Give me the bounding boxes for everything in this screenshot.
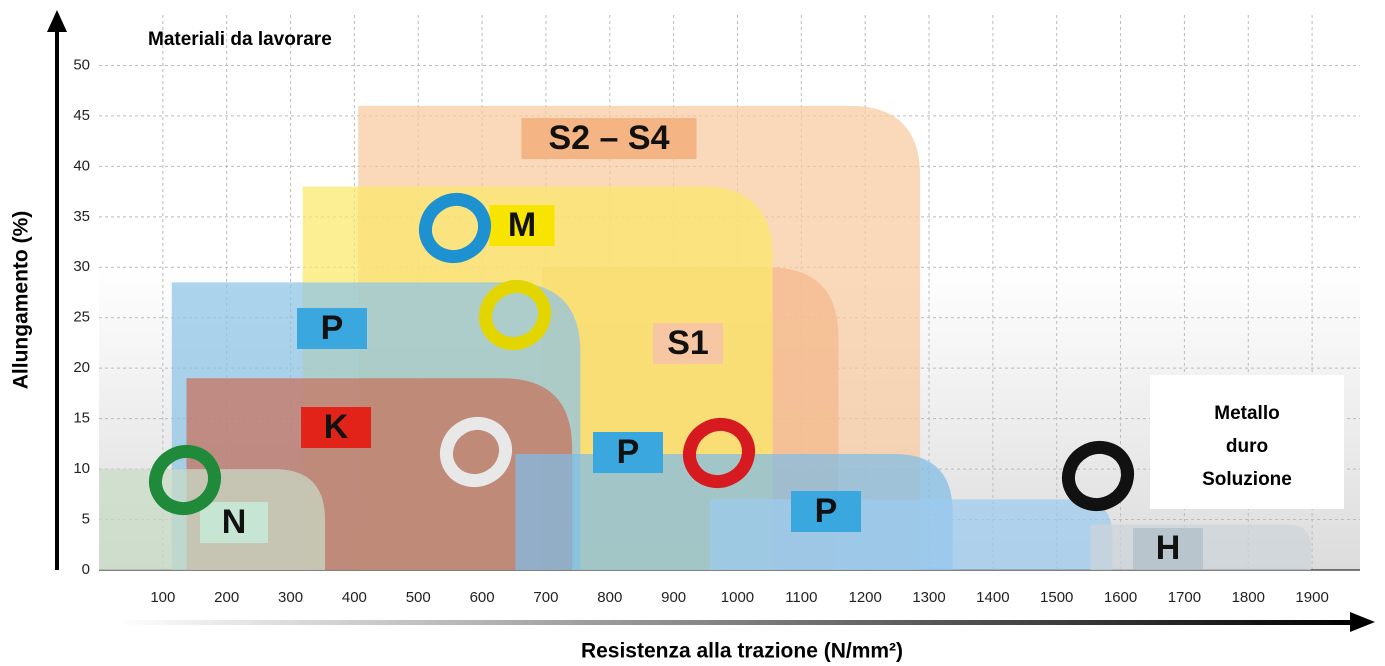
chart: 0 5 10 15 20 25 30 35 40 45 50 100 200 300 400 500 600 70… (0, 0, 1385, 666)
y-tick-label: 0 (82, 561, 90, 578)
x-tick-label: 100 (150, 589, 175, 606)
x-tick-label: 1200 (848, 589, 881, 606)
y-tick-label: 15 (73, 410, 90, 427)
x-tick-label: 1600 (1104, 589, 1137, 606)
note-line: Metallo (1214, 403, 1279, 424)
y-tick-label: 50 (73, 56, 90, 73)
x-tick-label: 1800 (1232, 589, 1265, 606)
x-tick-label: 1900 (1295, 589, 1328, 606)
x-tick-label: 400 (342, 589, 367, 606)
y-tick-label: 25 (73, 309, 90, 326)
x-tick-label: 200 (214, 589, 239, 606)
x-tick-label: 1000 (721, 589, 754, 606)
x-tick-label: 800 (597, 589, 622, 606)
region-label: P (815, 492, 838, 530)
region-label: M (508, 206, 536, 244)
region-label: K (324, 408, 349, 446)
y-arrow-head (47, 10, 67, 32)
x-tick-label: 500 (406, 589, 431, 606)
region-label: S2 – S4 (549, 119, 670, 157)
y-tick-label: 10 (73, 460, 90, 477)
y-axis-label: Allungamento (%) (10, 211, 33, 390)
y-tick-label: 40 (73, 157, 90, 174)
x-tick-label: 1400 (976, 589, 1009, 606)
region-label: N (222, 503, 247, 541)
y-tick-label: 20 (73, 359, 90, 376)
x-tick-label: 900 (661, 589, 686, 606)
y-tick-label: 35 (73, 208, 90, 225)
region-label: S1 (667, 324, 709, 362)
x-arrow-head (1350, 612, 1375, 632)
region-label: P (321, 309, 344, 347)
x-axis-label: Resistenza alla trazione (N/mm²) (581, 640, 903, 663)
x-tick-label: 1300 (912, 589, 945, 606)
x-tick-label: 1100 (785, 589, 817, 606)
region (710, 499, 1112, 570)
y-tick-label: 45 (73, 107, 90, 124)
x-tick-label: 300 (278, 589, 303, 606)
region-label: P (617, 433, 640, 471)
x-axis-arrow (115, 620, 1355, 625)
y-tick-label: 30 (73, 258, 90, 275)
note-line: duro (1226, 436, 1268, 457)
x-tick-label: 600 (470, 589, 495, 606)
x-tick-label: 1500 (1040, 589, 1073, 606)
region-label: H (1156, 529, 1181, 567)
y-tick-label: 5 (82, 511, 90, 528)
note-line: Soluzione (1202, 469, 1292, 490)
chart-title: Materiali da lavorare (148, 29, 332, 50)
x-tick-label: 1700 (1168, 589, 1201, 606)
x-tick-label: 700 (533, 589, 558, 606)
